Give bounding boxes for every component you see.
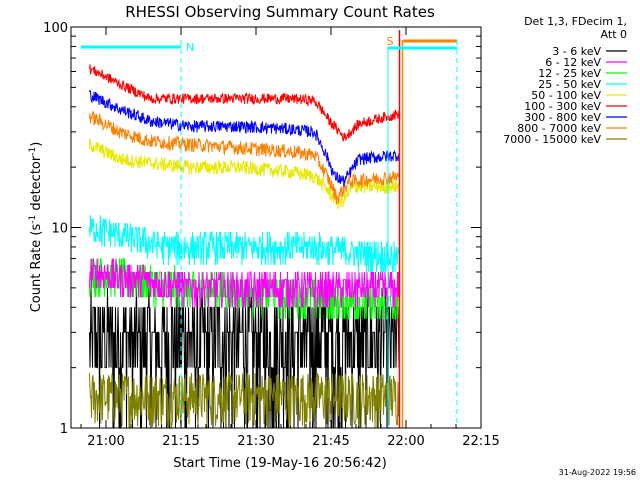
y-label-end: ) [29, 142, 44, 147]
legend-header-1: Det 1,3, FDecim 1, [524, 15, 627, 28]
x-tick-label-5: 22:15 [462, 434, 499, 449]
series-line-25-50-kev [89, 215, 399, 273]
x-tick-label-0: 21:00 [87, 434, 124, 449]
x-axis-label: Start Time (19-May-16 20:56:42) [173, 456, 387, 471]
legend-label-1: 6 - 12 keV [545, 56, 601, 69]
x-axis-ticks: 21:00 21:15 21:30 21:45 22:00 22:15 [80, 27, 500, 449]
y-axis-ticks: 1 10 100 [43, 21, 481, 437]
x-tick-label-4: 22:00 [387, 434, 424, 449]
x-tick-label-3: 21:45 [312, 434, 349, 449]
y-label-mid: detector [29, 155, 44, 215]
series-line-100-300-kev [89, 64, 400, 142]
legend-label-3: 25 - 50 keV [538, 78, 601, 91]
series-line-800-7000-kev [89, 110, 400, 205]
y-tick-label-1: 10 [51, 222, 68, 237]
x-tick-label-1: 21:15 [162, 434, 199, 449]
series-line-300-800-kev [89, 89, 400, 187]
saa-marker-label: S [387, 35, 394, 48]
legend-label-8: 7000 - 15000 keV [503, 133, 601, 146]
series-line-7000-15000kev [89, 372, 400, 430]
plot-lines [89, 64, 400, 430]
legend-label-7: 800 - 7000 keV [517, 122, 601, 135]
y-label-main: Count Rate (s [29, 224, 44, 313]
night-marker-label: N [186, 41, 194, 54]
y-label-sup1: -1 [28, 215, 38, 224]
y-tick-label-2: 100 [43, 21, 68, 36]
y-label-sup2: -1 [28, 147, 38, 156]
series-line-6-12-kev [89, 258, 400, 308]
y-tick-label-0: 1 [60, 422, 68, 437]
legend-label-2: 12 - 25 keV [538, 67, 601, 80]
generation-timestamp: 31-Aug-2022 19:56 [559, 468, 636, 477]
x-tick-label-2: 21:30 [237, 434, 274, 449]
legend-label-5: 100 - 300 keV [524, 100, 601, 113]
legend-label-6: 300 - 800 keV [524, 111, 601, 124]
chart-title: RHESSI Observing Summary Count Rates [125, 3, 435, 21]
legend-label-4: 50 - 100 keV [531, 89, 601, 102]
y-axis-label: Count Rate (s-1 detector-1) [28, 142, 44, 313]
legend-label-0: 3 - 6 keV [552, 45, 601, 58]
series-line-50-100-kev [89, 138, 400, 210]
legend-header-2: Att 0 [601, 28, 627, 41]
